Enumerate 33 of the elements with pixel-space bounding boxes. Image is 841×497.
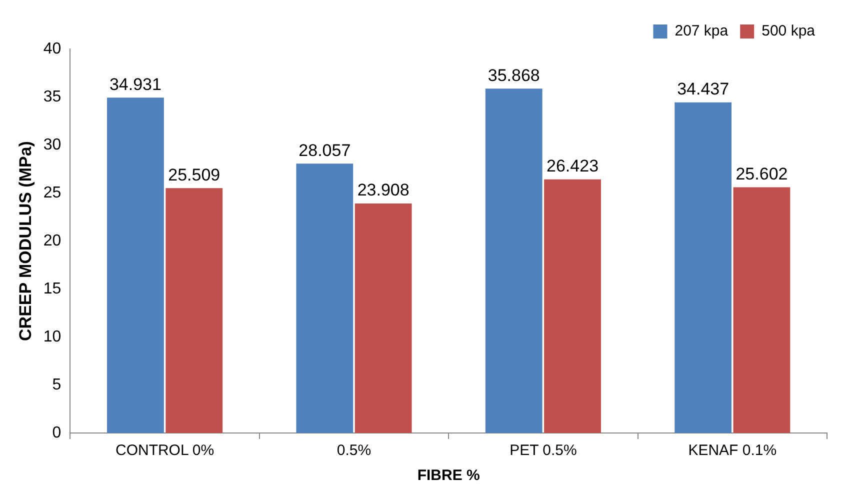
data-label: 25.602 bbox=[736, 164, 788, 184]
data-label: 34.437 bbox=[677, 80, 730, 99]
x-tick-label: 0.5% bbox=[336, 442, 372, 460]
data-label: 26.423 bbox=[546, 156, 599, 176]
bar bbox=[166, 188, 223, 433]
legend-label: 207 kpa bbox=[674, 22, 729, 40]
y-tick-label: 35 bbox=[43, 88, 62, 106]
x-tick-label: PET 0.5% bbox=[510, 442, 577, 460]
data-label: 35.868 bbox=[488, 66, 540, 85]
y-axis-title: CREEP MODULUS (MPa) bbox=[16, 141, 35, 341]
y-tick-label: 20 bbox=[43, 232, 62, 250]
y-tick-label: 0 bbox=[52, 424, 62, 442]
bar bbox=[674, 102, 732, 433]
data-label: 25.509 bbox=[168, 165, 220, 184]
x-axis-title: FIBRE % bbox=[417, 467, 480, 484]
y-tick-label: 30 bbox=[43, 136, 62, 154]
bar bbox=[354, 203, 412, 433]
data-label: 34.931 bbox=[109, 74, 162, 94]
x-tick-label: CONTROL 0% bbox=[115, 442, 214, 460]
legend-label: 500 kpa bbox=[762, 22, 816, 40]
data-label: 28.057 bbox=[298, 140, 351, 160]
y-tick-label: 10 bbox=[43, 328, 62, 346]
bar bbox=[733, 187, 790, 433]
x-tick-label: KENAF 0.1% bbox=[688, 442, 777, 460]
bar bbox=[485, 88, 542, 433]
bar bbox=[107, 98, 164, 433]
y-tick-label: 5 bbox=[52, 376, 62, 394]
bar bbox=[296, 164, 354, 433]
y-tick-label: 25 bbox=[43, 184, 62, 202]
y-tick-label: 40 bbox=[43, 40, 62, 58]
y-tick-label: 15 bbox=[43, 280, 62, 298]
bar bbox=[544, 179, 601, 433]
data-label: 23.908 bbox=[357, 180, 410, 200]
